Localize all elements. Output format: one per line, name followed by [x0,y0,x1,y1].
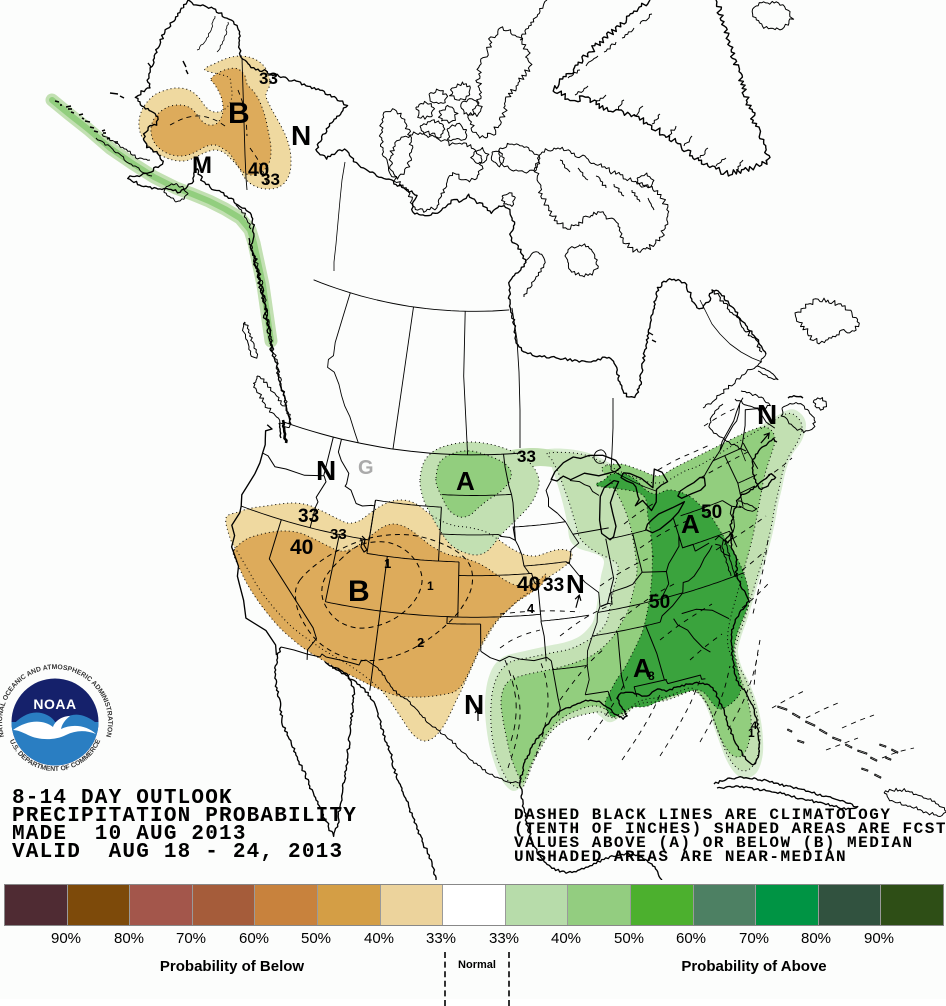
svg-text:N: N [757,399,777,430]
svg-text:B: B [348,575,370,608]
svg-text:4: 4 [751,720,758,732]
svg-text:33: 33 [298,506,319,527]
svg-text:A: A [681,509,700,539]
svg-text:40: 40 [248,160,269,181]
svg-text:2: 2 [417,635,424,650]
svg-text:33: 33 [259,69,278,88]
svg-text:40: 40 [290,536,313,559]
svg-text:M: M [192,152,212,179]
svg-text:33: 33 [330,526,347,543]
svg-text:1: 1 [384,556,391,571]
svg-text:50: 50 [649,592,670,613]
svg-text:50: 50 [701,502,722,523]
svg-text:A: A [456,466,475,496]
svg-text:G: G [358,457,374,479]
svg-text:4: 4 [527,601,535,616]
svg-text:8: 8 [648,669,655,683]
svg-text:N: N [291,120,311,151]
svg-text:NOAA: NOAA [33,696,76,712]
svg-text:A: A [633,653,652,683]
svg-text:33: 33 [261,170,280,189]
svg-text:1: 1 [427,579,434,593]
svg-text:N: N [316,455,336,486]
svg-text:1: 1 [748,726,755,740]
svg-text:40: 40 [517,573,540,596]
svg-text:33: 33 [517,447,536,466]
svg-text:N: N [566,569,585,599]
svg-text:B: B [228,97,250,130]
svg-text:33: 33 [543,575,564,596]
svg-text:N: N [464,689,484,720]
